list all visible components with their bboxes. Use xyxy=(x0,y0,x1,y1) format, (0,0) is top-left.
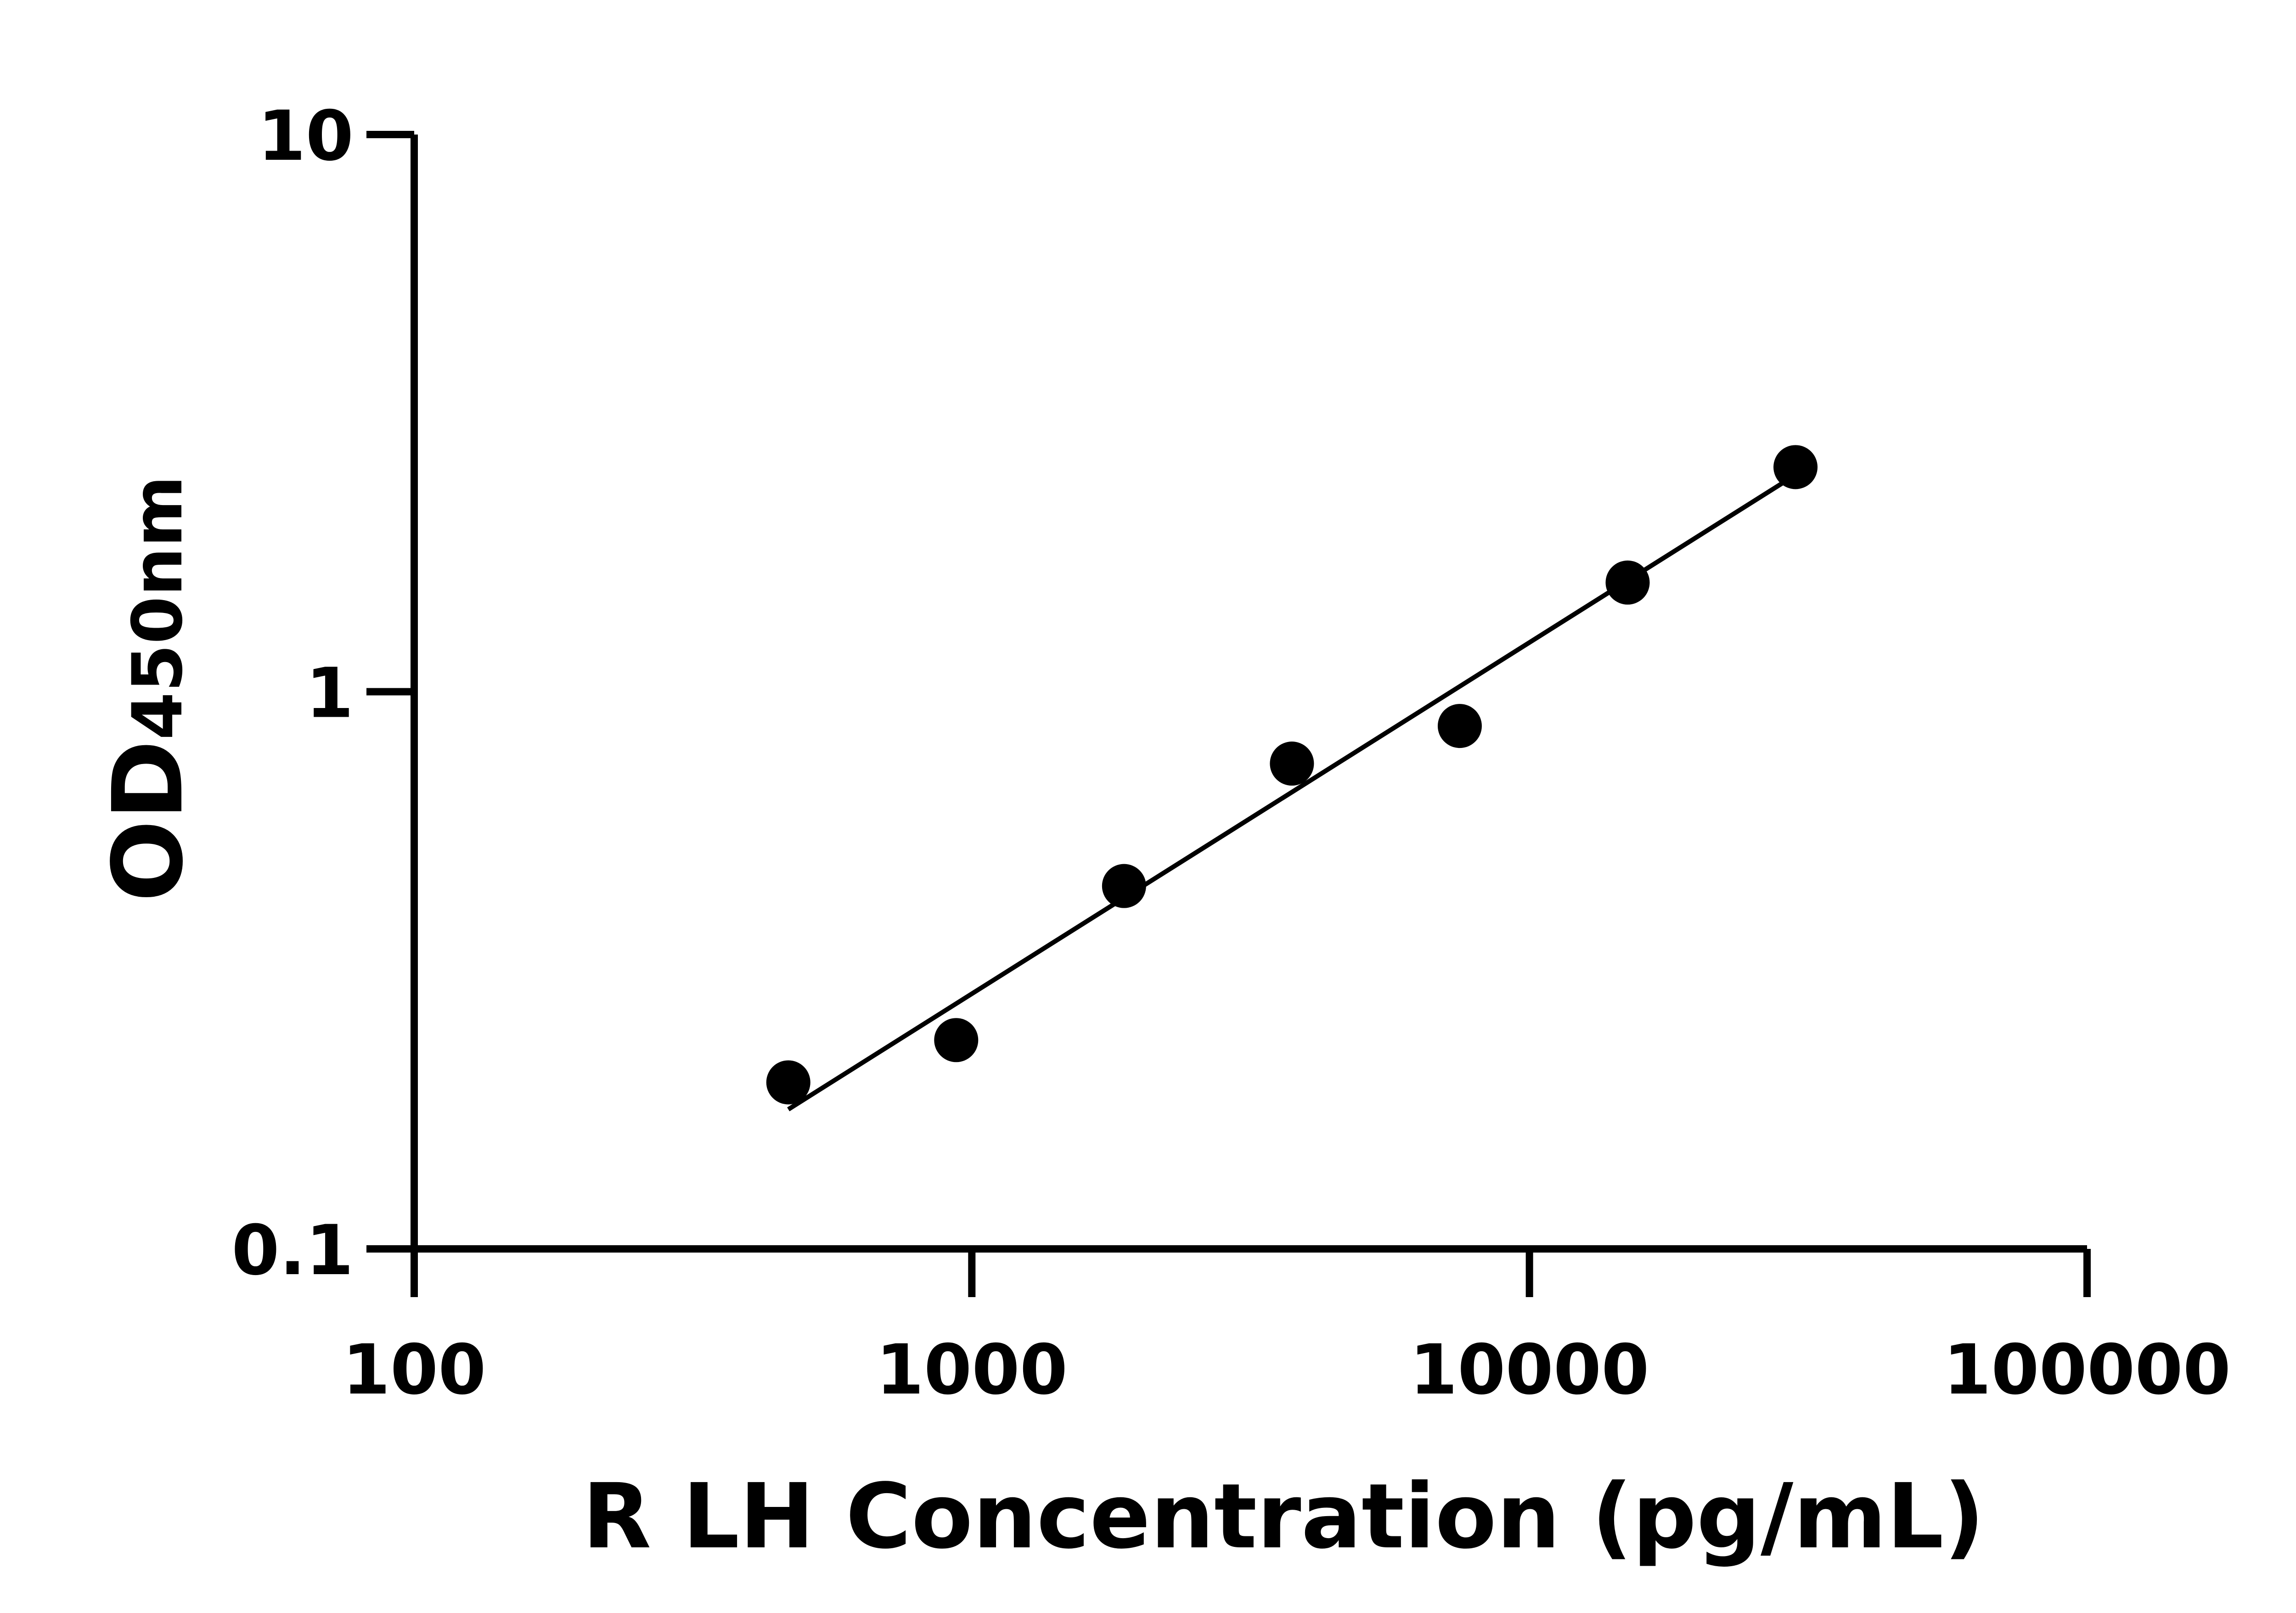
x-tick-label: 100 xyxy=(342,1330,486,1410)
y-tick-label: 0.1 xyxy=(231,1211,354,1291)
marks xyxy=(766,445,1818,1112)
y-tick-label: 10 xyxy=(258,96,354,176)
x-axis-title: R LH Concentration (pg/mL) xyxy=(582,1464,1985,1568)
x-tick-label: 10000 xyxy=(1410,1330,1649,1410)
data-point xyxy=(1773,445,1818,489)
y-axis-title-sub: 450nm xyxy=(118,475,198,740)
data-point xyxy=(766,1060,810,1105)
data-point xyxy=(1437,704,1482,748)
y-axis-title: OD450nm xyxy=(92,475,204,902)
axes: 100 1000 10000 100000 0.1 1 10 xyxy=(231,96,2231,1410)
data-point xyxy=(934,1018,979,1062)
x-tick-label: 1000 xyxy=(876,1330,1068,1410)
data-point xyxy=(1605,560,1650,605)
y-axis-title-main: OD xyxy=(92,740,204,902)
data-point xyxy=(1270,742,1314,786)
x-tick-label: 100000 xyxy=(1943,1330,2231,1410)
data-point xyxy=(1102,864,1146,908)
y-tick-label: 1 xyxy=(306,654,354,734)
